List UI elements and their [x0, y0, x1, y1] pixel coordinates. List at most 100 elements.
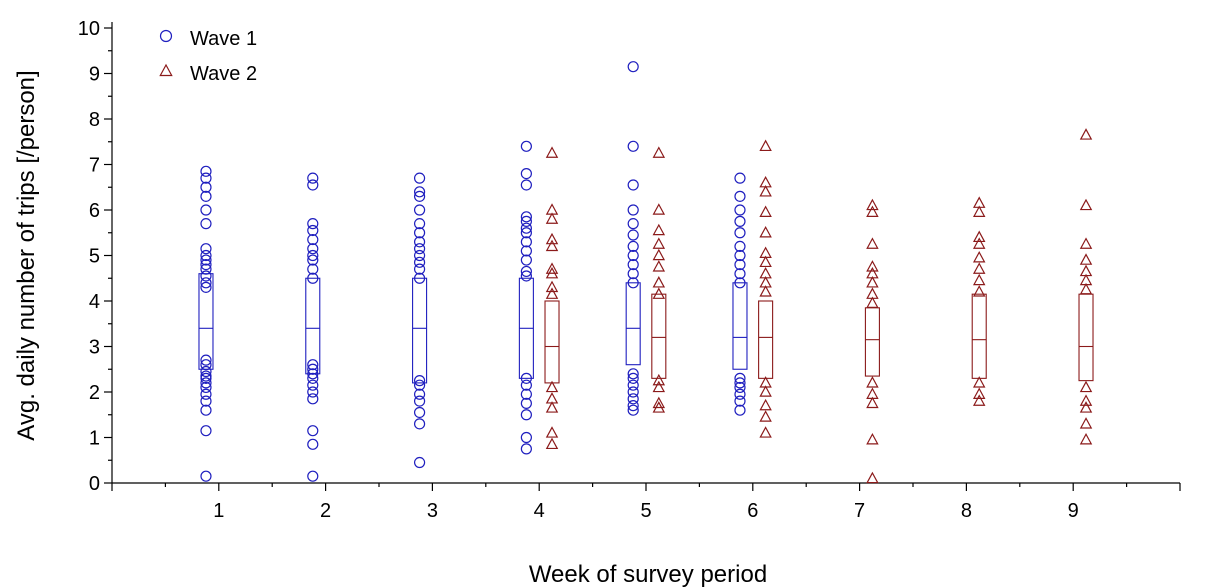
data-point	[545, 262, 559, 274]
data-point	[413, 236, 426, 248]
box	[1078, 293, 1094, 382]
data-point	[200, 370, 212, 382]
data-point	[652, 260, 666, 272]
data-point	[652, 146, 666, 158]
y-tick-label: 2	[89, 382, 100, 404]
data-point	[200, 263, 212, 275]
data-point	[520, 379, 532, 391]
data-point	[734, 172, 746, 184]
data-point	[972, 230, 986, 243]
data-point	[200, 404, 212, 416]
data-point	[972, 387, 986, 399]
legend-triangle-marker	[159, 63, 173, 77]
data-point	[759, 139, 772, 152]
week-group	[412, 172, 428, 469]
week-group	[732, 172, 748, 416]
data-groups	[198, 61, 1094, 484]
x-tick-label: 1	[213, 500, 224, 522]
data-point	[520, 222, 532, 234]
data-point	[1079, 380, 1093, 393]
data-point	[734, 190, 746, 202]
data-point	[627, 368, 639, 380]
data-point	[520, 168, 532, 180]
data-point	[866, 198, 879, 211]
data-point	[200, 388, 212, 400]
data-point	[866, 387, 879, 399]
data-point	[545, 212, 559, 224]
x-tick-label: 9	[1068, 500, 1079, 522]
data-point	[520, 409, 532, 421]
data-point	[545, 287, 559, 299]
data-point	[759, 385, 772, 397]
data-point	[627, 386, 639, 398]
data-point	[1079, 128, 1093, 140]
data-point	[307, 393, 319, 405]
data-point	[759, 398, 772, 411]
data-point	[307, 363, 319, 375]
data-point	[545, 437, 559, 450]
y-tick-label: 8	[89, 109, 100, 131]
week-group	[625, 61, 641, 416]
data-point	[307, 425, 319, 437]
data-point	[200, 270, 212, 282]
data-point	[413, 379, 426, 391]
data-point	[627, 259, 639, 271]
week-group	[651, 146, 667, 413]
data-point	[866, 471, 879, 484]
data-point	[413, 395, 426, 407]
data-point	[866, 433, 879, 445]
data-point	[759, 285, 772, 297]
data-point	[972, 285, 986, 297]
y-tick-label: 1	[89, 428, 100, 450]
box	[758, 300, 774, 379]
data-point	[627, 372, 639, 384]
week-group	[198, 165, 214, 482]
data-point	[413, 249, 426, 262]
data-point	[413, 186, 426, 198]
data-point	[520, 245, 532, 257]
data-point	[413, 418, 426, 430]
data-point	[1079, 417, 1093, 429]
data-point	[200, 277, 212, 289]
data-point	[652, 380, 666, 393]
week-group	[305, 172, 321, 482]
data-point	[200, 281, 212, 293]
x-axis-title: Week of survey period	[529, 561, 767, 588]
data-point	[545, 380, 559, 393]
data-point	[520, 179, 532, 191]
data-point	[307, 233, 319, 246]
data-point	[627, 404, 639, 416]
data-point	[413, 256, 426, 268]
data-point	[545, 146, 559, 158]
box	[971, 293, 987, 379]
data-point	[413, 243, 426, 255]
data-point	[652, 237, 666, 249]
data-point	[759, 225, 772, 238]
y-tick-label: 7	[89, 155, 100, 177]
data-point	[1079, 433, 1093, 445]
data-point	[1079, 273, 1093, 286]
data-point	[307, 386, 319, 398]
data-point	[520, 140, 532, 152]
y-tick-label: 5	[89, 246, 100, 268]
data-point	[200, 381, 212, 394]
data-point	[307, 368, 319, 380]
data-point	[413, 456, 426, 469]
data-point	[545, 426, 559, 438]
data-point	[652, 396, 666, 409]
data-point	[200, 190, 212, 202]
data-point	[200, 172, 212, 184]
legend-item-wave-2: Wave 2	[159, 63, 257, 85]
data-point	[307, 179, 319, 191]
data-point	[627, 400, 639, 412]
data-point	[307, 470, 319, 482]
data-point	[200, 259, 212, 271]
data-point	[759, 276, 772, 288]
data-point	[759, 205, 772, 217]
data-point	[734, 372, 746, 384]
data-point	[1079, 264, 1093, 277]
data-point	[627, 268, 639, 280]
series-wave-1	[198, 61, 748, 482]
data-point	[200, 354, 212, 366]
